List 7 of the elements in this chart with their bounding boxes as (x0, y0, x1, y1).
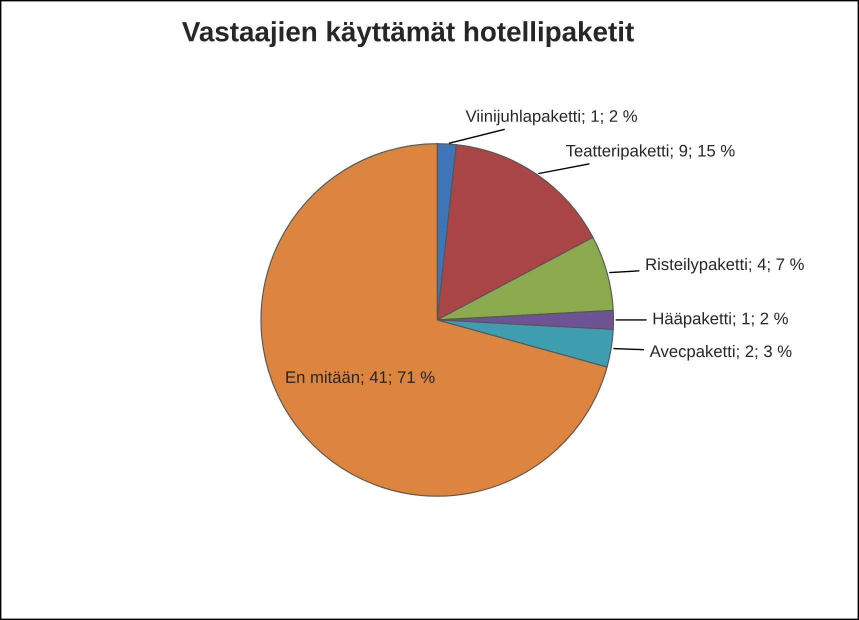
slice-label: Teatteripaketti; 9; 15 % (566, 144, 735, 160)
slice-label: Avecpaketti; 2; 3 % (650, 344, 792, 360)
slice-label: Risteilypaketti; 4; 7 % (646, 258, 804, 274)
slice-label: Hääpaketti; 1; 2 % (654, 312, 788, 328)
slice-label: En mitään; 41; 71 % (286, 370, 435, 386)
slice-label: Viinijuhlapaketti; 1; 2 % (466, 110, 637, 126)
chart-title: Vastaajien käyttämät hotellipaketit (182, 21, 634, 48)
